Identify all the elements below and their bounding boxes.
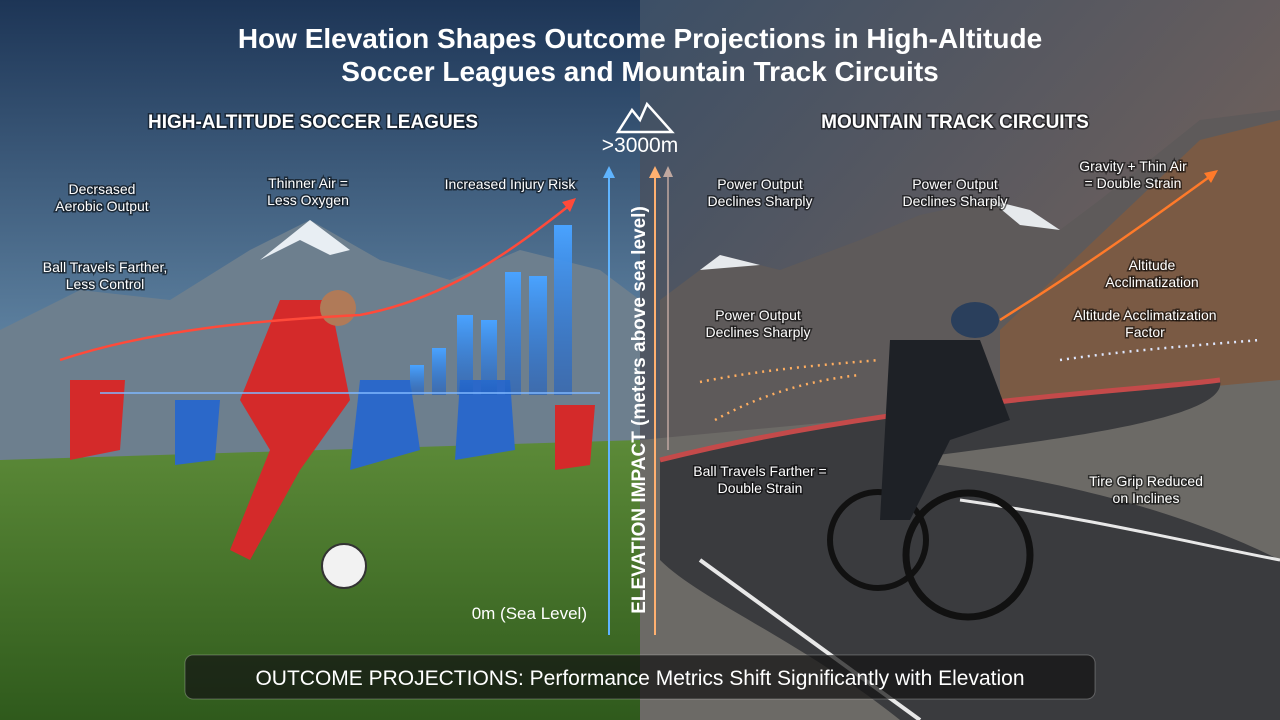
decoration bbox=[615, 101, 675, 134]
decoration bbox=[660, 380, 1280, 720]
decoration bbox=[432, 348, 446, 395]
label: Decrsased Aerobic Output bbox=[55, 181, 148, 214]
label-line: Power Output bbox=[717, 176, 803, 192]
decoration bbox=[951, 302, 999, 338]
decoration bbox=[562, 198, 576, 212]
decoration bbox=[410, 365, 424, 395]
label-line: Declines Sharply bbox=[902, 193, 1007, 209]
label: Thinner Air = Less Oxygen bbox=[267, 175, 349, 208]
right-heading: MOUNTAIN TRACK CIRCUITS bbox=[821, 112, 1089, 133]
label-line: Declines Sharply bbox=[705, 324, 810, 340]
decoration bbox=[321, 543, 367, 589]
decoration bbox=[555, 405, 595, 470]
label-line: Power Output bbox=[912, 176, 998, 192]
decorative-bars bbox=[100, 225, 600, 395]
label: Altitude Acclimatization Factor bbox=[1073, 307, 1216, 340]
decoration bbox=[505, 272, 521, 395]
decoration bbox=[990, 200, 1060, 230]
decoration bbox=[457, 315, 473, 395]
decoration bbox=[59, 204, 571, 362]
elevation-axis bbox=[603, 101, 675, 635]
label: Power Output Declines Sharply bbox=[705, 307, 810, 340]
soccer-players bbox=[70, 290, 595, 589]
label-line: Double Strain bbox=[718, 480, 803, 496]
label-line: Power Output bbox=[715, 307, 801, 323]
decoration bbox=[175, 400, 220, 465]
label-line: Gravity + Thin Air bbox=[1079, 158, 1187, 174]
label-line: Ball Travels Farther, bbox=[43, 259, 168, 275]
decoration bbox=[1204, 170, 1218, 183]
decoration bbox=[699, 358, 881, 384]
decoration bbox=[659, 377, 1221, 463]
label: Ball Travels Farther = Double Strain bbox=[693, 463, 826, 496]
decoration bbox=[481, 320, 497, 395]
label: Ball Travels Farther, Less Control bbox=[43, 259, 168, 292]
label-line: Factor bbox=[1125, 324, 1165, 340]
elevation-bottom-label: 0m (Sea Level) bbox=[472, 604, 587, 623]
label-line: Less Oxygen bbox=[267, 192, 349, 208]
label: Increased Injury Risk bbox=[445, 176, 577, 192]
label: Power Output Declines Sharply bbox=[902, 176, 1007, 209]
label: Altitude Acclimatization bbox=[1105, 257, 1198, 290]
label-line: Less Control bbox=[66, 276, 145, 292]
footer-box bbox=[184, 654, 1096, 700]
label: Power Output Declines Sharply bbox=[707, 176, 812, 209]
decoration bbox=[1000, 120, 1280, 420]
title-line: How Elevation Shapes Outcome Projections… bbox=[238, 23, 1042, 54]
cyclist bbox=[827, 302, 1034, 621]
label-line: Declines Sharply bbox=[707, 193, 812, 209]
decoration bbox=[320, 290, 356, 326]
label-line: Aerobic Output bbox=[55, 198, 148, 214]
decoration bbox=[529, 276, 547, 395]
label-line: = Double Strain bbox=[1085, 175, 1182, 191]
decoration bbox=[0, 440, 640, 720]
trend-lines bbox=[59, 170, 1261, 422]
decoration bbox=[827, 489, 929, 591]
label-line: Altitude bbox=[1129, 257, 1176, 273]
label: Gravity + Thin Air = Double Strain bbox=[1079, 158, 1187, 191]
decoration bbox=[603, 166, 615, 178]
label-line: on Inclines bbox=[1113, 490, 1180, 506]
label-line: Thinner Air = bbox=[268, 175, 348, 191]
label-line: Acclimatization bbox=[1105, 274, 1198, 290]
decoration bbox=[70, 380, 125, 460]
decoration bbox=[880, 340, 1010, 520]
decoration bbox=[999, 173, 1213, 322]
decoration bbox=[902, 489, 1034, 621]
decoration bbox=[700, 255, 760, 270]
elevation-top-label: >3000m bbox=[602, 134, 678, 157]
label-line: Decrsased bbox=[69, 181, 136, 197]
decoration bbox=[554, 225, 572, 395]
title: How Elevation Shapes Outcome Projections… bbox=[238, 23, 1042, 87]
label-line: Increased Injury Risk bbox=[445, 176, 577, 192]
title-line: Soccer Leagues and Mountain Track Circui… bbox=[341, 56, 939, 87]
decoration bbox=[455, 380, 515, 460]
decoration bbox=[350, 380, 420, 470]
decoration bbox=[663, 166, 673, 177]
left-heading: HIGH-ALTITUDE SOCCER LEAGUES bbox=[148, 112, 478, 133]
decoration bbox=[230, 300, 350, 560]
label: Tire Grip Reduced on Inclines bbox=[1089, 473, 1203, 506]
label-line: Ball Travels Farther = bbox=[693, 463, 826, 479]
elevation-axis-label: ELEVATION IMPACT (meters above sea level… bbox=[629, 206, 650, 614]
label-line: Altitude Acclimatization bbox=[1073, 307, 1216, 323]
footer: OUTCOME PROJECTIONS: Performance Metrics… bbox=[255, 667, 1024, 690]
decoration bbox=[649, 166, 661, 178]
decoration bbox=[260, 220, 350, 260]
label-line: Tire Grip Reduced bbox=[1089, 473, 1203, 489]
